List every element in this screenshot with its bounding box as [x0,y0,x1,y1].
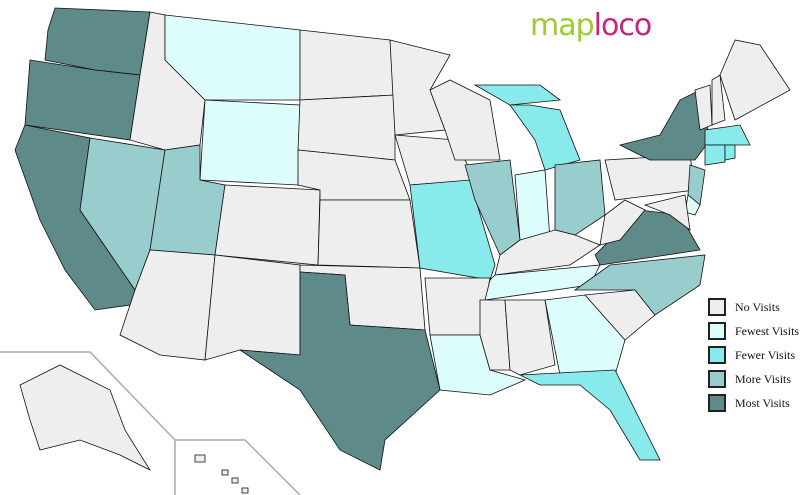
state-wv[interactable] [599,199,646,246]
state-ks[interactable] [317,199,421,269]
legend-swatch [708,298,726,316]
state-nh[interactable] [711,74,726,126]
state-wy[interactable] [199,99,301,186]
state-md[interactable] [643,194,691,231]
hawaii-island [241,487,249,494]
legend-label: Fewest Visits [735,323,800,338]
state-ga[interactable] [544,294,626,376]
legend-label: Most Visits [735,395,790,410]
state-al[interactable] [504,299,556,376]
legend-item-none: No Visits [708,295,799,319]
legend-item-most: Most Visits [708,391,799,415]
state-mi[interactable] [473,84,581,171]
state-ri[interactable] [724,144,736,161]
state-pa[interactable] [604,154,696,201]
state-ct[interactable] [704,144,726,166]
state-nc[interactable] [573,254,706,316]
state-hi[interactable] [194,454,206,463]
hawaii-inset-border [175,439,301,495]
state-oh[interactable] [554,159,606,236]
state-tn[interactable] [484,264,601,301]
state-in[interactable] [514,169,551,241]
state-fl[interactable] [518,369,661,461]
hawaii-island [231,477,239,484]
legend-label: No Visits [735,299,780,314]
legend-item-more: More Visits [708,367,799,391]
state-nm[interactable] [204,254,301,361]
legend-label: More Visits [735,371,792,386]
hawaii-island [221,469,229,476]
state-mt[interactable] [164,14,301,101]
alaska-inset-border [0,351,176,495]
legend-swatch [708,370,726,388]
state-mo[interactable] [409,179,496,281]
legend-label: Fewer Visits [735,347,796,362]
state-me[interactable] [719,39,791,121]
legend: No Visits Fewest Visits Fewer Visits More V… [708,295,799,415]
state-wi[interactable] [429,79,501,161]
state-ky[interactable] [494,229,601,276]
state-ms[interactable] [479,299,511,371]
legend-item-fewest: Fewest Visits [708,319,799,343]
state-ma[interactable] [704,124,751,146]
state-ak[interactable] [19,364,152,471]
legend-swatch [708,346,726,364]
legend-item-fewer: Fewer Visits [708,343,799,367]
state-sd[interactable] [297,94,396,161]
state-co[interactable] [214,184,321,266]
state-tx[interactable] [239,271,441,471]
legend-swatch [708,394,726,412]
legend-swatch [708,322,726,340]
maploco-logo: maploco [530,8,652,43]
state-nd[interactable] [299,29,396,101]
